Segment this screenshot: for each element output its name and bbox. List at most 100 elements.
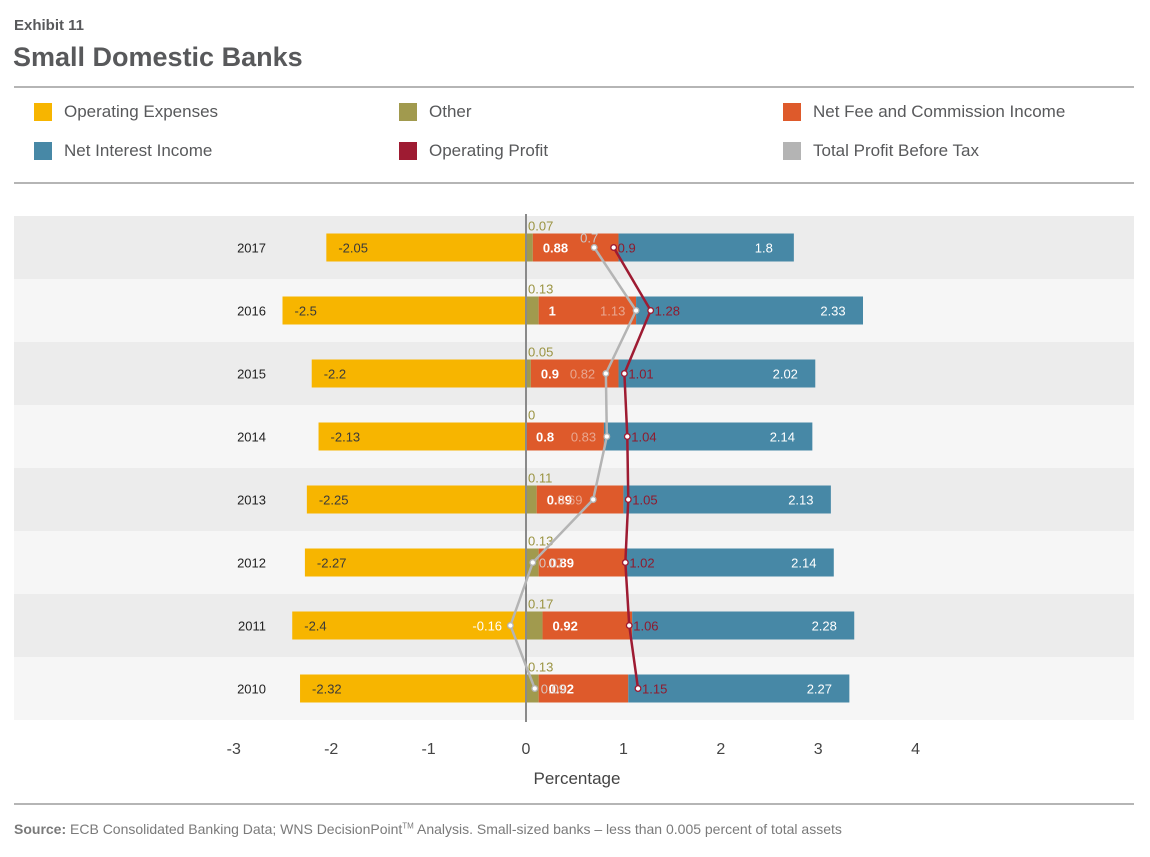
bar-net-fee	[536, 485, 624, 514]
trademark: TM	[402, 821, 414, 831]
total-profit-point	[529, 559, 537, 566]
top-divider	[14, 86, 1134, 88]
data-label-operating-profit: 1.02	[629, 556, 654, 571]
legend-label: Operating Expenses	[64, 102, 219, 121]
category-label: 2013	[237, 493, 266, 508]
data-label-operating-profit: 1.15	[642, 682, 667, 697]
bar-other	[526, 233, 533, 262]
data-label-operating-profit: 0.9	[618, 241, 636, 256]
legend-label: Total Profit Before Tax	[813, 141, 979, 160]
data-label-total-profit: 0.69	[557, 493, 582, 508]
data-label-net-interest: 2.13	[788, 493, 813, 508]
legend-swatch	[399, 142, 417, 160]
operating-profit-point	[624, 496, 632, 503]
data-label-total-profit: 0.07	[539, 556, 564, 571]
bar-other	[526, 611, 543, 640]
x-tick-label: 0	[522, 741, 531, 758]
legend-item-total-profit: Total Profit Before Tax	[783, 141, 979, 161]
legend-swatch	[399, 103, 417, 121]
bar-net-interest	[618, 359, 816, 388]
total-profit-point	[531, 685, 539, 692]
x-tick-label: 1	[619, 741, 628, 758]
operating-profit-point	[621, 559, 629, 566]
legend-swatch	[783, 103, 801, 121]
data-label-other: 0.13	[528, 282, 553, 297]
bar-operating-expenses	[306, 485, 526, 514]
total-profit-point	[590, 244, 598, 251]
data-label-net-fee: 0.92	[549, 682, 574, 697]
data-label-operating-expenses: -2.2	[324, 367, 346, 382]
bar-net-interest	[632, 611, 855, 640]
data-label-other: 0.05	[528, 345, 553, 360]
total-profit-point	[589, 496, 597, 503]
chart-title: Small Domestic Banks	[13, 42, 303, 72]
category-label: 2015	[237, 367, 266, 382]
bar-other	[526, 359, 531, 388]
bar-operating-expenses	[326, 233, 526, 262]
legend-item-net-fee: Net Fee and Commission Income	[783, 102, 1065, 122]
x-tick-label: -3	[227, 741, 241, 758]
data-label-operating-profit: 1.05	[632, 493, 657, 508]
data-label-net-interest: 2.28	[812, 619, 837, 634]
data-label-net-fee: 0.88	[543, 241, 568, 256]
data-label-operating-expenses: -2.5	[295, 304, 317, 319]
legend-item-other: Other	[399, 102, 472, 122]
bar-operating-expenses	[282, 296, 526, 325]
operating-profit-point	[634, 685, 642, 692]
x-tick-label: 2	[716, 741, 725, 758]
data-label-net-fee: 0.92	[553, 619, 578, 634]
data-label-net-interest: 1.8	[755, 241, 773, 256]
x-tick-label: 3	[814, 741, 823, 758]
data-label-total-profit: 1.13	[600, 304, 625, 319]
operating-profit-point	[647, 307, 655, 314]
source-text: ECB Consolidated Banking Data; WNS Decis…	[70, 821, 403, 837]
exhibit-label: Exhibit 11	[14, 17, 85, 34]
category-label: 2016	[237, 304, 266, 319]
data-label-net-fee: 0.9	[541, 367, 559, 382]
data-label-net-interest: 2.14	[791, 556, 816, 571]
x-tick-label: 4	[911, 741, 920, 758]
data-label-operating-expenses: -2.32	[312, 682, 342, 697]
source-label: Source:	[14, 821, 67, 837]
bar-operating-expenses	[311, 359, 526, 388]
data-label-operating-profit: 1.06	[633, 619, 658, 634]
bar-net-interest	[618, 233, 794, 262]
source-note: Source: ECB Consolidated Banking Data; W…	[14, 821, 842, 837]
bar-net-interest	[625, 548, 834, 577]
bar-operating-expenses	[300, 674, 526, 703]
x-tick-label: -1	[421, 741, 435, 758]
legend-swatch	[783, 142, 801, 160]
data-label-total-profit: 0.09	[541, 682, 566, 697]
data-label-operating-expenses: -2.05	[338, 241, 368, 256]
bar-operating-expenses	[292, 611, 526, 640]
data-label-other: 0.11	[528, 471, 552, 486]
bar-net-interest	[636, 296, 864, 325]
bar-other	[526, 485, 537, 514]
legend-swatch	[34, 103, 52, 121]
legend-item-operating-expenses: Operating Expenses	[34, 102, 218, 122]
bar-net-fee	[538, 296, 637, 325]
data-label-operating-expenses: -2.25	[319, 493, 349, 508]
data-label-total-profit: 0.82	[570, 367, 595, 382]
data-label-operating-expenses: -2.13	[331, 430, 361, 445]
bar-net-interest	[603, 422, 813, 451]
data-label-other: 0	[528, 408, 535, 423]
legend-label: Operating Profit	[429, 141, 549, 160]
data-label-total-profit: 0.7	[580, 231, 598, 246]
data-label-net-fee: 0.8	[536, 430, 554, 445]
total-profit-point	[602, 370, 610, 377]
operating-profit-point	[625, 622, 633, 629]
bar-net-interest	[628, 674, 850, 703]
bar-net-fee	[538, 674, 629, 703]
data-label-other: 0.17	[528, 597, 553, 612]
category-label: 2012	[237, 556, 266, 571]
data-label-net-interest: 2.02	[773, 367, 798, 382]
category-label: 2011	[238, 619, 266, 634]
legend-divider	[14, 182, 1134, 184]
data-label-other: 0.13	[528, 660, 553, 675]
data-label-operating-expenses: -2.4	[304, 619, 326, 634]
bar-net-interest	[623, 485, 831, 514]
data-label-other: 0.13	[528, 534, 553, 549]
operating-profit-line	[612, 246, 653, 689]
